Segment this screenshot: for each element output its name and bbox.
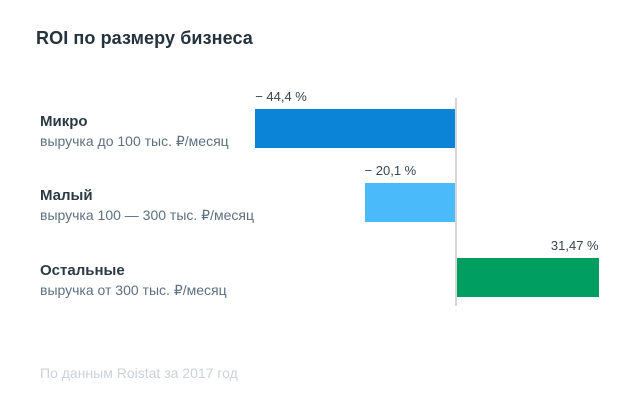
category-subtitle: выручка 100 — 300 тыс. ₽/месяц <box>40 206 254 223</box>
bar-value-label: − 44,4 % <box>255 89 307 104</box>
category-name: Микро <box>40 112 88 130</box>
category-label-group: Микро выручка до 100 тыс. ₽/месяц <box>40 112 270 151</box>
bar-small <box>364 183 455 222</box>
category-label-group: Малый выручка 100 — 300 тыс. ₽/месяц <box>40 186 270 225</box>
bar-others <box>457 258 599 297</box>
chart-title: ROI по размеру бизнеса <box>36 28 253 48</box>
category-name: Остальные <box>40 261 125 279</box>
category-subtitle: выручка до 100 тыс. ₽/месяц <box>40 132 229 149</box>
category-subtitle: выручка от 300 тыс. ₽/месяц <box>40 281 227 298</box>
zero-axis-line <box>455 98 457 306</box>
bar-value-label: − 20,1 % <box>364 163 417 178</box>
bar-value-label: 31,47 % <box>550 238 599 253</box>
category-name: Малый <box>40 186 93 204</box>
bar-micro <box>255 109 455 148</box>
source-note: По данным Roistat за 2017 год <box>40 365 238 381</box>
category-label-group: Остальные выручка от 300 тыс. ₽/месяц <box>40 261 270 300</box>
